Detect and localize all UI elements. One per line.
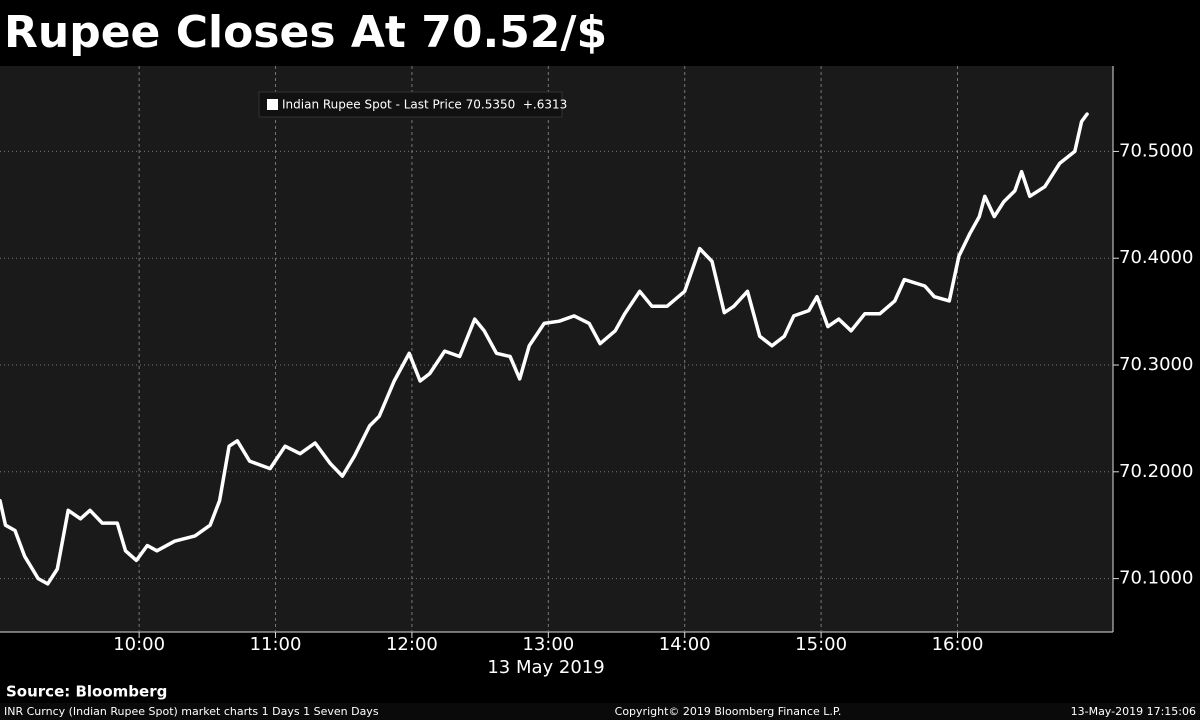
legend-box	[258, 91, 563, 118]
x-tick-label: 14:00	[659, 634, 711, 655]
footer-center: Copyright© 2019 Bloomberg Finance L.P.	[615, 705, 842, 718]
footer-right: 13-May-2019 17:15:06	[1071, 705, 1196, 718]
y-tick-label: 70.2000	[1119, 461, 1193, 482]
chart-title: Rupee Closes At 70.52/$	[4, 7, 607, 58]
footer-left: INR Curncy (Indian Rupee Spot) market ch…	[4, 705, 379, 718]
x-tick-label: 15:00	[795, 634, 847, 655]
y-tick-label: 70.3000	[1119, 354, 1193, 375]
y-tick-label: 70.1000	[1119, 568, 1193, 589]
legend-swatch	[267, 99, 278, 110]
x-tick-label: 13:00	[522, 634, 574, 655]
source: Source: Bloomberg	[6, 683, 167, 701]
x-tick-label: 12:00	[386, 634, 438, 655]
x-tick-label: 16:00	[932, 634, 984, 655]
y-tick-label: 70.4000	[1119, 247, 1193, 268]
footer-strip	[0, 703, 1200, 720]
x-tick-label: 10:00	[113, 634, 165, 655]
price-line	[0, 112, 1089, 586]
x-tick-label: 11:00	[250, 634, 302, 655]
y-tick-label: 70.5000	[1119, 140, 1193, 161]
x-axis-label: 13 May 2019	[487, 657, 604, 678]
legend-label: Indian Rupee Spot - Last Price 70.5350 +…	[282, 98, 567, 112]
